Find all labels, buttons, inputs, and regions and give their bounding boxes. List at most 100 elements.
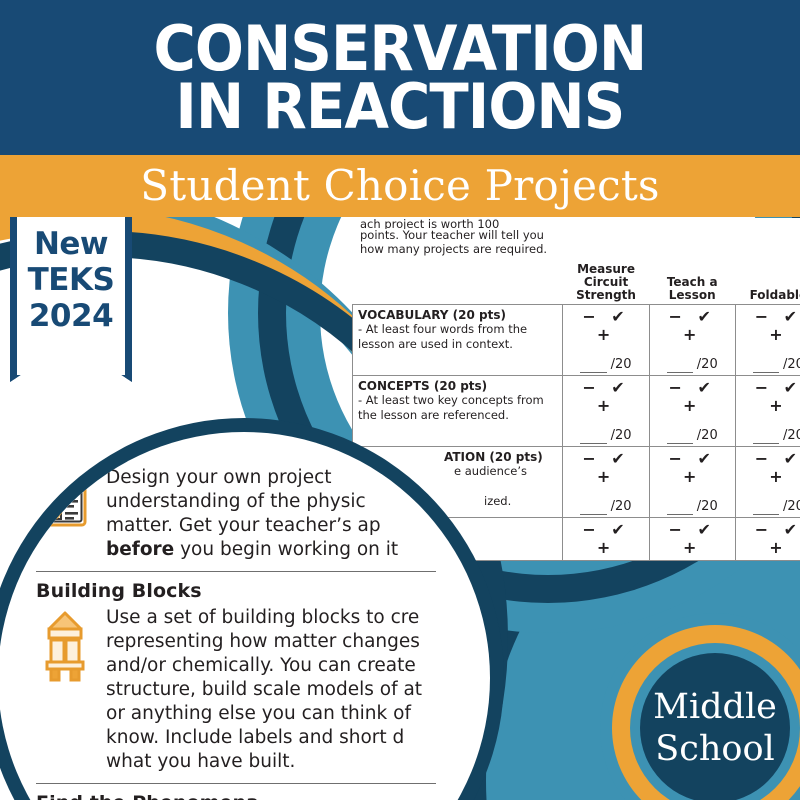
header-line-2: Circuit	[583, 275, 629, 290]
table-row: ATION (20 pts) e audience’s ized. − ✔ + …	[351, 446, 800, 519]
new-teks-ribbon: New TEKS 2024	[10, 217, 132, 382]
body-line-3: matter. Get your teacher’s ap	[106, 515, 381, 536]
criterion-detail-2: ized.	[484, 493, 512, 508]
section-heading-building-blocks: Building Blocks	[36, 580, 202, 602]
table-row: VOCABULARY (20 pts) - At least four word…	[351, 304, 800, 377]
score-denominator: /20	[696, 499, 718, 515]
score-marks[interactable]: − ✔ +	[582, 449, 630, 487]
score-cell[interactable]: − ✔ + /20	[648, 446, 736, 519]
rubric-intro-line-clipped: ach project is worth 100	[360, 218, 500, 229]
magnified-document-content: t Choice	[36, 440, 490, 800]
page-title: CONSERVATION IN REACTIONS	[154, 18, 648, 137]
badge-label: Middle School	[640, 653, 790, 800]
score-cell[interactable]: − ✔ + /20	[562, 304, 650, 377]
score-marks[interactable]: − ✔ +	[754, 520, 800, 558]
section-divider	[36, 571, 436, 572]
criterion-title: VOCABULARY (20 pts)	[358, 308, 506, 323]
score-marks[interactable]: − ✔ +	[582, 307, 630, 345]
criterion-detail-1: e audience’s	[454, 464, 527, 479]
subtitle: Student Choice Projects	[140, 161, 660, 210]
criterion-detail-1: - At least four words from the	[358, 322, 528, 337]
ribbon-line-1: New	[33, 226, 109, 262]
body-line-3: and/or chemically. You can create	[106, 655, 416, 676]
score-cell[interactable]: − ✔ + /20	[562, 375, 650, 448]
score-marks[interactable]: − ✔ +	[668, 378, 716, 416]
score-marks[interactable]: − ✔ +	[754, 449, 800, 487]
score-cell[interactable]: − ✔ + /20	[734, 446, 800, 519]
ribbon-text: New TEKS 2024	[10, 217, 132, 382]
score-outof[interactable]: /20	[563, 499, 648, 516]
table-row: CONCEPTS (20 pts) - At least two key con…	[351, 375, 800, 448]
subtitle-banner: Student Choice Projects	[0, 155, 800, 217]
body-line-2: representing how matter changes	[106, 631, 420, 652]
score-outof[interactable]: /20	[650, 499, 735, 516]
section-body-building-blocks: Use a set of building blocks to cre repr…	[106, 606, 490, 774]
body-line-4: structure, build scale models of at	[106, 679, 423, 700]
score-cell[interactable]: − ✔ + /20	[648, 375, 736, 448]
score-denominator: /20	[610, 499, 632, 515]
rubric-intro-line-2: points. Your teacher will tell you	[360, 228, 544, 242]
score-marks[interactable]: − ✔ +	[754, 307, 800, 345]
header-line-3: Lesson	[668, 288, 716, 303]
score-outof[interactable]: /20	[736, 357, 800, 374]
body-line-5: or anything else you can think of	[106, 703, 411, 724]
rubric-criterion-cell: CONCEPTS (20 pts) - At least two key con…	[351, 375, 564, 448]
section-body-student-choice: Design your own project understanding of…	[106, 466, 490, 562]
rubric-col-foldable: Foldable	[735, 260, 800, 305]
score-denominator: /20	[610, 428, 632, 444]
criterion-detail-2: lesson are used in context.	[358, 336, 513, 351]
body-line-6: know. Include labels and short d	[106, 727, 405, 748]
body-line-7: what you have built.	[106, 751, 296, 772]
score-outof[interactable]: /20	[736, 428, 800, 445]
header-line-3: Foldable	[749, 288, 800, 303]
score-outof[interactable]: /20	[650, 428, 735, 445]
clipboard-icon	[36, 466, 94, 528]
badge-line-1: Middle	[653, 687, 777, 727]
score-outof[interactable]: /20	[736, 499, 800, 516]
section-building-blocks: Use a set of building blocks to cre repr…	[36, 606, 490, 774]
score-denominator: /20	[610, 357, 632, 373]
score-cell[interactable]: − ✔ + /20	[562, 446, 650, 519]
section-student-choice: Design your own project understanding of…	[36, 466, 490, 562]
score-marks[interactable]: − ✔ +	[668, 307, 716, 345]
score-marks[interactable]: − ✔ +	[582, 520, 630, 558]
score-cell[interactable]: − ✔ + /20	[648, 304, 736, 377]
score-cell[interactable]: − ✔ +	[734, 517, 800, 562]
score-outof[interactable]: /20	[650, 357, 735, 374]
score-outof[interactable]: /20	[563, 428, 648, 445]
score-denominator: /20	[696, 428, 718, 444]
rubric-document: ach project is worth 100 points. Your te…	[351, 218, 800, 562]
score-marks[interactable]: − ✔ +	[754, 378, 800, 416]
rubric-header-blank	[353, 260, 563, 305]
score-cell[interactable]: − ✔ +	[648, 517, 736, 562]
rubric-intro: ach project is worth 100 points. Your te…	[352, 218, 610, 260]
score-outof[interactable]: /20	[563, 357, 648, 374]
rubric-col-teach-a-lesson: Teach a Lesson	[649, 260, 735, 305]
score-cell[interactable]: − ✔ + /20	[734, 375, 800, 448]
rubric-intro-line-3: how many projects are required.	[360, 241, 548, 256]
header-line-3: Strength	[576, 288, 636, 303]
magnifier-inner: t Choice	[0, 432, 490, 800]
score-cell[interactable]: − ✔ + /20	[734, 304, 800, 377]
section-divider	[36, 783, 436, 784]
score-marks[interactable]: − ✔ +	[668, 520, 716, 558]
magnifier-circle: t Choice	[0, 418, 504, 800]
badge-core-navy	[640, 653, 790, 800]
body-line-1: Use a set of building blocks to cre	[106, 607, 420, 628]
criterion-detail-1: - At least two key concepts from	[358, 393, 544, 408]
criterion-title: ATION (20 pts)	[444, 450, 543, 465]
score-denominator: /20	[783, 428, 800, 444]
ribbon-line-3: 2024	[28, 298, 114, 334]
score-marks[interactable]: − ✔ +	[668, 449, 716, 487]
building-blocks-icon	[36, 606, 94, 682]
score-cell[interactable]: − ✔ +	[562, 517, 650, 562]
score-marks[interactable]: − ✔ +	[582, 378, 630, 416]
body-bold-before: before	[106, 539, 175, 560]
ribbon-line-2: TEKS	[27, 262, 115, 298]
header-line-1: Measure	[577, 262, 635, 277]
body-line-2: understanding of the physic	[106, 491, 366, 512]
title-banner: CONSERVATION IN REACTIONS	[0, 0, 800, 155]
section-heading-find-the-phenomena: Find the Phenomena	[36, 792, 490, 800]
rubric-table: Measure Circuit Strength Teach a Lesson …	[351, 260, 800, 562]
badge-line-2: School	[655, 729, 775, 769]
